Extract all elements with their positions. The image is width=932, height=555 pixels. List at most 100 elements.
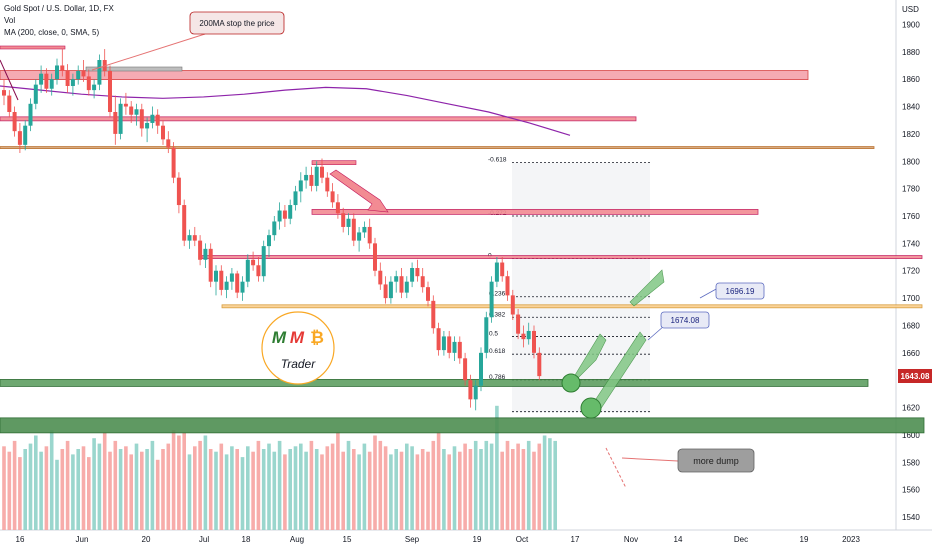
candle-body: [12, 112, 17, 132]
x-tick-label: 18: [242, 535, 251, 544]
fib-level-label: 0.786: [489, 374, 506, 381]
dump-text: more dump: [693, 456, 739, 466]
candle-body: [431, 300, 436, 329]
candle-body: [452, 341, 457, 353]
volume-bar: [60, 449, 65, 530]
down-arrow: [329, 169, 389, 213]
volume-bar: [2, 446, 6, 530]
target-pointer: [699, 287, 719, 299]
volume-bar: [277, 440, 282, 530]
candle-body: [187, 235, 192, 241]
volume-bar: [214, 451, 218, 530]
volume-bar: [410, 446, 414, 530]
dump-pointer: [621, 457, 679, 462]
candle-body: [23, 125, 28, 145]
target-circle: [561, 373, 581, 393]
volume-bar: [484, 440, 489, 530]
candle-body: [341, 213, 346, 227]
volume-bar: [113, 440, 118, 530]
callout-text: 200MA stop the price: [199, 19, 275, 28]
candle-body: [219, 270, 224, 290]
candle-body: [404, 281, 409, 293]
volume-bar: [155, 459, 160, 530]
candle-body: [415, 268, 420, 277]
volume-bar: [240, 457, 245, 530]
candle-body: [118, 103, 123, 134]
candle-body: [182, 205, 187, 241]
candle-body: [463, 358, 468, 381]
volume-bar: [426, 451, 430, 530]
volume-bar: [203, 435, 208, 530]
candle-body: [373, 243, 377, 271]
candle-body: [330, 191, 335, 203]
x-tick-label: Jul: [199, 535, 209, 544]
volume-bar: [447, 454, 451, 530]
candle-body: [161, 125, 165, 140]
level-zone: [0, 379, 869, 387]
y-tick-label: 1800: [902, 157, 920, 166]
y-tick-label: 1540: [902, 513, 920, 522]
volume-bar: [267, 443, 271, 530]
volume-bar: [362, 443, 367, 530]
volume-bar: [177, 435, 181, 530]
volume-bar: [336, 432, 340, 530]
volume-bar: [81, 446, 86, 530]
candle-body: [357, 232, 362, 241]
volume-bar: [548, 438, 552, 530]
logo-letter-m: M: [290, 328, 305, 347]
volume-bar: [473, 440, 478, 530]
candle-body: [198, 240, 203, 260]
x-tick-label: 14: [674, 535, 683, 544]
volume-bar: [516, 443, 520, 530]
candle-body: [526, 330, 531, 340]
level-zone: [0, 146, 875, 149]
volume-bar: [452, 446, 457, 530]
volume-bar: [12, 440, 17, 530]
candle-body: [28, 103, 33, 126]
target-low-box: [660, 311, 710, 329]
volume-bar: [171, 430, 176, 530]
volume-bar: [145, 449, 149, 530]
candle-body: [129, 106, 134, 115]
last-price-text: 1643.08: [901, 372, 930, 381]
volume-bar: [55, 459, 59, 530]
candle-body: [362, 226, 367, 233]
volume-bar: [314, 449, 319, 530]
candle-body: [468, 380, 473, 400]
plot-background: [0, 0, 896, 530]
volume-bar: [399, 451, 404, 530]
candle-body: [245, 259, 250, 282]
dump-box: [677, 448, 755, 473]
x-tick-label: Jun: [76, 535, 89, 544]
volume-bar: [246, 446, 250, 530]
candle-body: [367, 226, 372, 244]
target-circle: [580, 397, 602, 419]
level-zone-small: [0, 45, 66, 50]
volume-bar: [150, 440, 155, 530]
y-tick-label: 1820: [902, 130, 920, 139]
level-zone: [221, 304, 923, 309]
candle-body: [532, 330, 536, 353]
candle-body: [166, 139, 171, 148]
candle-body: [267, 235, 271, 247]
level-zone: [0, 417, 925, 434]
volume-bar: [44, 446, 49, 530]
candle-body: [277, 210, 282, 222]
candle-body: [86, 76, 91, 91]
candle-body: [320, 166, 324, 178]
y-tick-label: 1580: [902, 458, 920, 467]
volume-bar: [124, 446, 128, 530]
candle-body: [81, 70, 86, 77]
candle-body: [304, 174, 309, 181]
volume-bar: [65, 440, 70, 530]
volume-bar: [325, 446, 330, 530]
y-tick-label: 1560: [902, 486, 920, 495]
volume-bar: [198, 440, 202, 530]
candle-body: [510, 295, 515, 315]
up-arrow-top: [629, 269, 665, 307]
volume-bar: [39, 451, 43, 530]
candle-body: [65, 70, 70, 86]
candle-body: [325, 177, 330, 192]
volume-bar: [463, 443, 467, 530]
